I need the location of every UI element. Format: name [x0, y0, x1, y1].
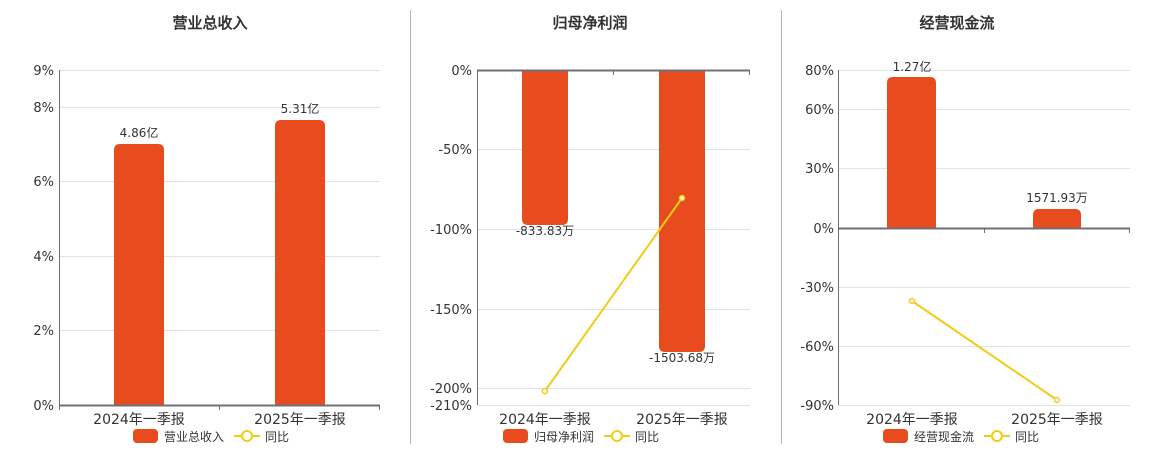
cash-flow-chart-panel: 经营现金流 80% 60% 30% 0% -30% -60% -90% — [782, 0, 1160, 450]
yoy-point — [678, 194, 686, 202]
legend-bar-label[interactable]: 营业总收入 — [164, 429, 225, 444]
y-tick-label: 9% — [33, 64, 54, 79]
y-tick-label: -100% — [430, 223, 472, 238]
revenue-chart-legend: 营业总收入 同比 — [133, 427, 289, 445]
legend-yoy-label[interactable]: 同比 — [1015, 429, 1040, 444]
legend-bar-label[interactable]: 经营现金流 — [914, 429, 975, 444]
y-tick-label: 6% — [33, 175, 54, 190]
panel-divider — [410, 10, 411, 444]
y-tick-label: -60% — [800, 340, 834, 355]
y-tick-label: -90% — [800, 399, 834, 414]
bar-value-label: 5.31亿 — [281, 101, 320, 116]
x-category-label: 2024年一季报 — [866, 412, 958, 428]
cash-flow-chart-title: 经营现金流 — [919, 14, 995, 32]
cash-flow-chart-plot: 80% 60% 30% 0% -30% -60% -90% 1.27亿 1571… — [800, 59, 1130, 428]
yoy-line — [911, 300, 1058, 401]
y-tick-label: -150% — [430, 303, 472, 318]
bar-value-label: 1.27亿 — [893, 59, 932, 74]
yoy-point — [541, 387, 549, 395]
y-tick-label: 4% — [33, 250, 54, 265]
y-tick-label: 0% — [813, 222, 834, 237]
y-tick-label: 30% — [805, 162, 834, 177]
cash-flow-chart-legend: 经营现金流 同比 — [883, 427, 1039, 445]
legend-bar-swatch[interactable] — [133, 429, 158, 443]
y-tick-label: 8% — [33, 101, 54, 116]
bar-value-label: -833.83万 — [516, 224, 574, 238]
cash-flow-bar-2024q1 — [887, 77, 936, 228]
legend-yoy-label[interactable]: 同比 — [635, 429, 660, 444]
x-category-label: 2025年一季报 — [1011, 412, 1103, 428]
revenue-chart-plot: 9% 8% 6% 4% 2% 0% 4.86亿 5.31亿 2024年一季报 2… — [33, 64, 380, 428]
yoy-point — [1053, 396, 1061, 404]
bar-value-label: -1503.68万 — [649, 351, 715, 365]
panel-divider — [781, 10, 782, 444]
revenue-chart-title: 营业总收入 — [172, 14, 248, 32]
x-category-label: 2024年一季报 — [93, 412, 185, 428]
y-tick-label: 2% — [33, 324, 54, 339]
net-profit-bar-2024q1 — [522, 70, 568, 225]
net-profit-chart-plot: 0% -50% -100% -150% -200% -210% -833.83万… — [430, 64, 750, 428]
y-tick-label: -30% — [800, 281, 834, 296]
net-profit-bar-2025q1 — [659, 70, 705, 352]
x-category-label: 2024年一季报 — [499, 412, 591, 428]
y-tick-label: 0% — [451, 64, 472, 79]
x-category-label: 2025年一季报 — [636, 412, 728, 428]
yoy-line — [544, 197, 683, 392]
y-tick-label: -200% — [430, 382, 472, 397]
y-tick-label: -50% — [438, 143, 472, 158]
bar-value-label: 4.86亿 — [120, 125, 159, 140]
cash-flow-bar-2025q1 — [1033, 209, 1081, 228]
revenue-bar-2024q1 — [114, 144, 164, 405]
y-tick-label: 60% — [805, 103, 834, 118]
legend-line-circle-icon[interactable] — [604, 429, 631, 443]
x-category-label: 2025年一季报 — [254, 412, 346, 428]
y-tick-label: 80% — [805, 64, 834, 79]
net-profit-chart-legend: 归母净利润 同比 — [503, 427, 659, 445]
legend-bar-swatch[interactable] — [503, 429, 528, 443]
legend-yoy-label[interactable]: 同比 — [265, 429, 290, 444]
net-profit-chart-panel: 归母净利润 0% -50% -100% -150% -200% -210% — [410, 0, 780, 450]
legend-bar-label[interactable]: 归母净利润 — [534, 429, 595, 444]
revenue-bar-2025q1 — [275, 120, 325, 405]
legend-line-circle-icon[interactable] — [984, 429, 1011, 443]
net-profit-chart-title: 归母净利润 — [552, 14, 628, 32]
y-tick-label: -210% — [430, 399, 472, 414]
legend-bar-swatch[interactable] — [883, 429, 908, 443]
bar-value-label: 1571.93万 — [1026, 191, 1088, 205]
legend-line-circle-icon[interactable] — [234, 429, 261, 443]
y-tick-label: 0% — [33, 399, 54, 414]
revenue-chart-panel: 营业总收入 9% 8% 6% 4% 2% 0% 4.86亿 — [0, 0, 400, 450]
yoy-point — [908, 297, 916, 305]
